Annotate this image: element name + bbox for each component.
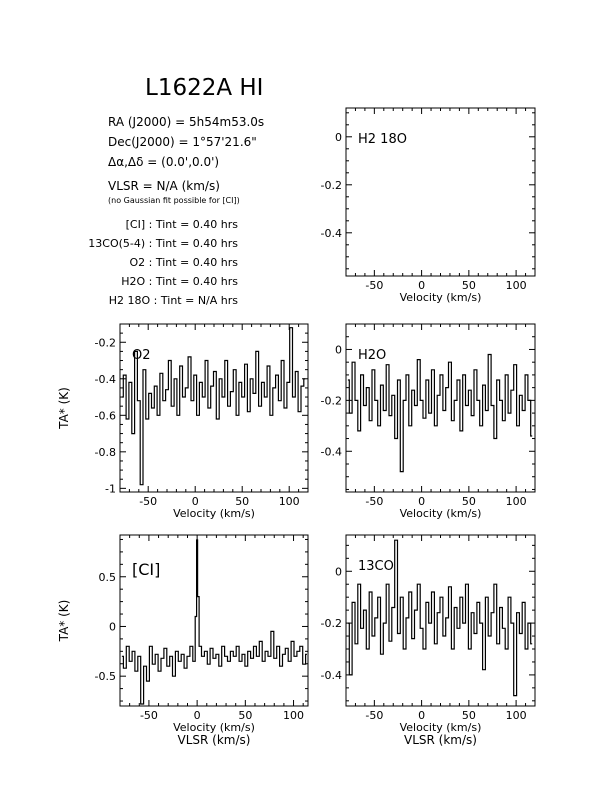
ci-xtick-label: 0 [194,709,201,722]
h218o-panel: -50 0 50 100 0 -0.2 -0.4 Velocity (km/s) H2 18O [321,107,536,304]
ra-text: RA (J2000) = 5h54m53.0s [108,115,264,129]
tint-o2: O2 : Tint = 0.40 hrs [129,256,238,269]
h218o-xtick-label: 100 [506,279,527,292]
vlsr-text: VLSR = N/A (km/s) [108,179,220,193]
ci-spectrum-line [121,539,307,705]
o2-xtick-label: -50 [139,495,157,508]
h2o-spectrum-line [347,353,533,473]
dec-text: Dec(J2000) = 1°57'21.6" [108,135,257,149]
13co-ytick-label: -0.4 [321,669,342,682]
ci-xlabel-vlsr: VLSR (km/s) [178,733,251,747]
13co-spectrum-line [347,539,533,697]
tint-h218o: H2 18O : Tint = N/A hrs [109,294,239,307]
13co-xtick-label: 0 [418,709,425,722]
13co-ytick-label: 0 [335,565,342,578]
ci-ytick-label: 0.5 [99,571,117,584]
o2-xtick-label: 50 [235,495,249,508]
o2-ytick-label: -0.8 [95,446,116,459]
o2-xtick-label: 100 [279,495,300,508]
h218o-xlabel: Velocity (km/s) [400,291,482,304]
ci-ytick-label: -0.5 [95,670,116,683]
13co-xtick-label: -50 [365,709,383,722]
h218o-xtick-label: 50 [462,279,476,292]
h218o-ytick-label: -0.2 [321,179,342,192]
h2o-ytick-label: 0 [335,343,342,356]
h2o-ytick-label: -0.2 [321,394,342,407]
13co-ytick-label: -0.2 [321,617,342,630]
h2o-xtick-label: 100 [506,495,527,508]
h218o-ytick-label: -0.4 [321,227,342,240]
ci-ylabel: TA* (K) [57,600,71,643]
tint-ci: [CI] : Tint = 0.40 hrs [126,218,239,231]
13co-line-label: 13CO [358,559,394,574]
13co-xlabel-vlsr: VLSR (km/s) [404,733,477,747]
o2-spectrum-line [121,327,306,486]
o2-xtick-label: 0 [192,495,199,508]
o2-panel: -50 0 50 100 -0.2 -0.4 -0.6 -0.8 -1 Velocity (km/… [57,323,309,520]
ci-panel: -50 0 50 100 0.5 0 -0.5 Velocity (km/s)VLSR (km… [57,534,309,747]
tint-h2o: H2O : Tint = 0.40 hrs [121,275,238,288]
ci-xlabel: Velocity (km/s) [173,721,255,734]
o2-ytick-label: -0.2 [95,336,116,349]
13co-xtick-label: 100 [506,709,527,722]
h2o-xtick-label: -50 [365,495,383,508]
ci-frame [119,534,309,707]
h2o-xlabel: Velocity (km/s) [400,507,482,520]
o2-ytick-label: -1 [105,482,116,495]
o2-xlabel: Velocity (km/s) [173,507,255,520]
h2o-line-label: H2O [358,348,386,363]
13co-xtick-label: 50 [462,709,476,722]
o2-ylabel: TA* (K) [57,387,71,430]
ci-xtick-label: 100 [283,709,304,722]
ci-xtick-label: 50 [238,709,252,722]
h218o-ytick-label: 0 [335,131,342,144]
ci-xtick-label: -50 [140,709,158,722]
gauss-note: (no Gaussian fit possible for [CI]) [108,196,240,205]
h218o-xtick-label: -50 [365,279,383,292]
13co-panel: -50 0 50 100 0 -0.2 -0.4 Velocity (km/s)VLSR (k… [321,534,536,747]
offset-text: Δα,Δδ = (0.0',0.0') [108,155,219,169]
h2o-xtick-label: 0 [418,495,425,508]
ci-line-label: [CI] [132,560,160,579]
ci-ytick-label: 0 [109,620,116,633]
o2-ytick-label: -0.4 [95,373,116,386]
o2-ytick-label: -0.6 [95,409,116,422]
h2o-ytick-label: -0.4 [321,445,342,458]
h218o-line-label: H2 18O [358,132,407,147]
h2o-xtick-label: 50 [462,495,476,508]
h218o-xtick-label: 0 [418,279,425,292]
h2o-panel: -50 0 50 100 0 -0.2 -0.4 Velocity (km/s) H2O [321,323,536,520]
13co-xlabel: Velocity (km/s) [400,721,482,734]
figure-title: L1622A HI [145,75,263,101]
info-block: RA (J2000) = 5h54m53.0s Dec(J2000) = 1°5… [88,115,264,307]
tint-13co: 13CO(5-4) : Tint = 0.40 hrs [88,237,238,250]
